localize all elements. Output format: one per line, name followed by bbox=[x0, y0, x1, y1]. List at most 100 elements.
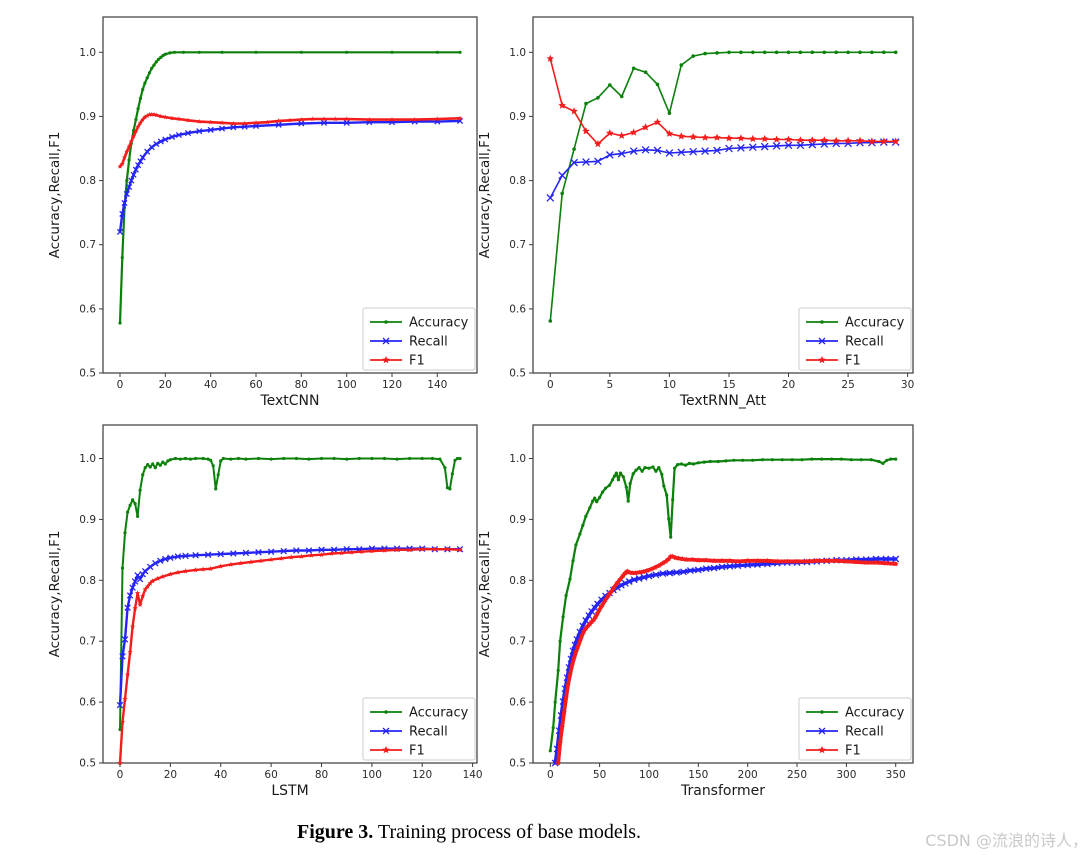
series-f1 bbox=[117, 546, 463, 766]
series-recall bbox=[546, 138, 900, 202]
svg-text:Recall: Recall bbox=[409, 725, 448, 740]
series-accuracy bbox=[548, 50, 898, 323]
svg-text:20: 20 bbox=[159, 379, 172, 391]
svg-text:0.9: 0.9 bbox=[79, 514, 96, 526]
series-recall bbox=[116, 117, 464, 235]
svg-text:0.8: 0.8 bbox=[509, 175, 526, 187]
chart-textcnn: 0 20 40 60 80 100 120 140 0.5 0.6 0.7 0.8 0.9 1.0 Text… bbox=[47, 16, 478, 409]
subplot-textrnn-att: 0 5 10 15 20 25 30 0.5 0.6 0.7 0.8 0.9 1.0 TextRNN_At… bbox=[470, 6, 922, 412]
svg-text:0.6: 0.6 bbox=[79, 303, 96, 315]
svg-text:1.0: 1.0 bbox=[509, 47, 526, 59]
svg-text:1.0: 1.0 bbox=[509, 453, 526, 465]
svg-text:0.7: 0.7 bbox=[79, 636, 96, 648]
svg-text:40: 40 bbox=[204, 379, 217, 391]
axis: 0 50 100 150 200 250 300 350 0.5 0.6 0.7 0.8 0.9 1.0 T… bbox=[477, 424, 914, 799]
series-accuracy bbox=[548, 457, 898, 753]
subplot-textcnn: 0 20 40 60 80 100 120 140 0.5 0.6 0.7 0.8 0.9 1.0 Text… bbox=[40, 6, 490, 412]
y-axis-label: Accuracy,Recall,F1 bbox=[477, 531, 493, 658]
caption-label: Figure 3. bbox=[297, 821, 374, 843]
legend: Accuracy Recall F1 bbox=[362, 307, 476, 371]
svg-text:80: 80 bbox=[295, 379, 308, 391]
svg-text:0.6: 0.6 bbox=[509, 303, 526, 315]
x-axis-label: Transformer bbox=[680, 783, 765, 799]
svg-text:140: 140 bbox=[463, 769, 483, 781]
series-recall bbox=[116, 545, 464, 709]
x-axis-label: LSTM bbox=[271, 783, 308, 799]
svg-text:F1: F1 bbox=[409, 354, 425, 369]
svg-text:Recall: Recall bbox=[409, 335, 448, 350]
svg-text:100: 100 bbox=[362, 769, 382, 781]
series-accuracy bbox=[118, 456, 462, 732]
svg-text:0.7: 0.7 bbox=[509, 239, 526, 251]
y-axis-label: Accuracy,Recall,F1 bbox=[477, 132, 493, 259]
svg-text:0: 0 bbox=[547, 769, 554, 781]
svg-text:0.9: 0.9 bbox=[509, 514, 526, 526]
svg-text:0.8: 0.8 bbox=[509, 575, 526, 587]
svg-text:1.0: 1.0 bbox=[79, 47, 96, 59]
svg-text:20: 20 bbox=[164, 769, 177, 781]
subplot-lstm: 0 20 40 60 80 100 120 140 0.5 0.6 0.7 0.8 0.9 1.0 LSTM… bbox=[40, 412, 490, 812]
svg-text:200: 200 bbox=[738, 769, 758, 781]
series-f1 bbox=[546, 54, 900, 148]
y-axis-label: Accuracy,Recall,F1 bbox=[47, 132, 63, 259]
svg-text:20: 20 bbox=[782, 379, 795, 391]
svg-text:30: 30 bbox=[901, 379, 914, 391]
svg-text:40: 40 bbox=[214, 769, 227, 781]
svg-text:10: 10 bbox=[663, 379, 676, 391]
chart-lstm: 0 20 40 60 80 100 120 140 0.5 0.6 0.7 0.8 0.9 1.0 LSTM… bbox=[47, 424, 483, 799]
svg-text:0.7: 0.7 bbox=[509, 636, 526, 648]
subplot-transformer: 0 50 100 150 200 250 300 350 0.5 0.6 0.7 0.8 0.9 1.0 T… bbox=[470, 412, 922, 812]
caption-text: Training process of base models. bbox=[373, 821, 642, 843]
svg-text:60: 60 bbox=[249, 379, 262, 391]
svg-text:0.8: 0.8 bbox=[79, 175, 96, 187]
watermark: CSDN @流浪的诗人， bbox=[925, 831, 1082, 850]
svg-text:0.5: 0.5 bbox=[509, 368, 526, 380]
svg-text:5: 5 bbox=[606, 379, 613, 391]
svg-text:120: 120 bbox=[412, 769, 432, 781]
series-f1 bbox=[117, 111, 463, 169]
axis: 0 20 40 60 80 100 120 140 0.5 0.6 0.7 0.8 0.9 1.0 Text… bbox=[47, 16, 478, 409]
series-accuracy bbox=[118, 50, 462, 325]
axis: 0 5 10 15 20 25 30 0.5 0.6 0.7 0.8 0.9 1.0 TextRNN_At… bbox=[477, 16, 914, 409]
svg-text:0.7: 0.7 bbox=[79, 239, 96, 251]
svg-text:1.0: 1.0 bbox=[79, 453, 96, 465]
svg-text:Accuracy: Accuracy bbox=[845, 316, 905, 331]
svg-text:0: 0 bbox=[117, 769, 124, 781]
svg-text:0: 0 bbox=[547, 379, 554, 391]
svg-text:100: 100 bbox=[337, 379, 357, 391]
svg-text:0.5: 0.5 bbox=[509, 758, 526, 770]
svg-text:Recall: Recall bbox=[845, 725, 884, 740]
svg-text:Accuracy: Accuracy bbox=[845, 706, 905, 721]
svg-text:0.5: 0.5 bbox=[79, 368, 96, 380]
series-f1 bbox=[555, 553, 899, 766]
chart-transformer: 0 50 100 150 200 250 300 350 0.5 0.6 0.7 0.8 0.9 1.0 T… bbox=[477, 424, 914, 799]
svg-text:F1: F1 bbox=[845, 744, 861, 759]
legend: Accuracy Recall F1 bbox=[798, 307, 912, 371]
y-axis-label: Accuracy,Recall,F1 bbox=[47, 531, 63, 658]
svg-text:300: 300 bbox=[836, 769, 856, 781]
svg-text:Accuracy: Accuracy bbox=[409, 316, 469, 331]
svg-text:F1: F1 bbox=[409, 744, 425, 759]
axis: 0 20 40 60 80 100 120 140 0.5 0.6 0.7 0.8 0.9 1.0 LSTM… bbox=[47, 424, 483, 799]
chart-textrnn-att: 0 5 10 15 20 25 30 0.5 0.6 0.7 0.8 0.9 1.0 TextRNN_At… bbox=[477, 16, 914, 409]
svg-text:80: 80 bbox=[315, 769, 328, 781]
legend: Accuracy Recall F1 bbox=[362, 697, 476, 761]
svg-text:150: 150 bbox=[688, 769, 708, 781]
legend: Accuracy Recall F1 bbox=[798, 697, 912, 761]
svg-text:15: 15 bbox=[722, 379, 735, 391]
svg-text:F1: F1 bbox=[845, 354, 861, 369]
svg-text:Accuracy: Accuracy bbox=[409, 706, 469, 721]
svg-text:0.5: 0.5 bbox=[79, 758, 96, 770]
svg-text:60: 60 bbox=[264, 769, 277, 781]
svg-text:0.6: 0.6 bbox=[79, 697, 96, 709]
svg-text:25: 25 bbox=[841, 379, 854, 391]
svg-text:120: 120 bbox=[382, 379, 402, 391]
svg-text:0.9: 0.9 bbox=[79, 111, 96, 123]
svg-text:0.6: 0.6 bbox=[509, 697, 526, 709]
svg-text:0.8: 0.8 bbox=[79, 575, 96, 587]
svg-text:100: 100 bbox=[639, 769, 659, 781]
figure-caption: Figure 3. Training process of base model… bbox=[297, 821, 717, 844]
svg-text:0: 0 bbox=[117, 379, 124, 391]
svg-text:0.9: 0.9 bbox=[509, 111, 526, 123]
